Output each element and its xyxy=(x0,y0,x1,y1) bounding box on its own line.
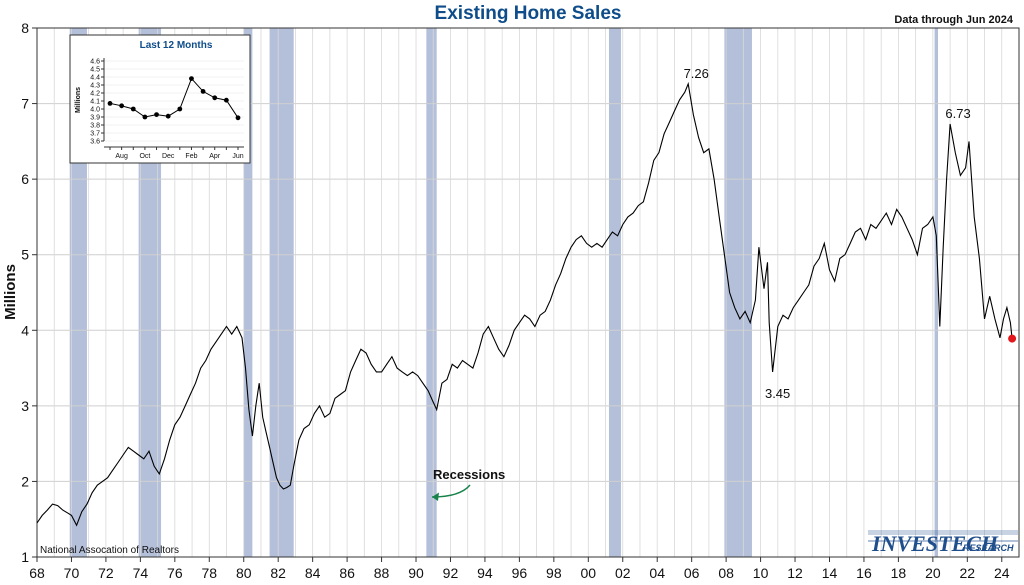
inset-y-tick-label-3.7: 3.7 xyxy=(90,131,100,138)
inset-x-tick-label-Aug: Aug xyxy=(115,153,128,160)
recession-band-5 xyxy=(608,28,622,557)
annotation-label-6.73: 6.73 xyxy=(945,106,970,121)
y-tick-label-4: 4 xyxy=(21,322,29,338)
inset-point-Dec xyxy=(165,113,171,119)
x-tick-label-2004: 04 xyxy=(649,565,665,581)
inset-y-tick-label-3.9: 3.9 xyxy=(90,115,100,122)
y-tick-label-6: 6 xyxy=(21,171,29,187)
x-tick-label-2006: 06 xyxy=(684,565,700,581)
y-axis-label: Millions xyxy=(2,264,19,320)
inset-y-tick-label-3.8: 3.8 xyxy=(90,123,100,130)
inset-point-Apr xyxy=(212,95,218,101)
y-tick-label-8: 8 xyxy=(21,20,29,36)
inset-y-tick-label-4.0: 4.0 xyxy=(90,107,100,114)
recession-band-7 xyxy=(934,28,939,557)
inset-gridlines xyxy=(103,58,244,148)
inset-x-tick-label-Apr: Apr xyxy=(209,153,221,160)
annotation-label-3.45: 3.45 xyxy=(765,386,790,401)
x-tick-label-1972: 72 xyxy=(98,565,114,581)
x-tick-label-1970: 70 xyxy=(64,565,80,581)
x-tick-label-2008: 08 xyxy=(718,565,734,581)
recession-band-6 xyxy=(724,28,752,557)
x-tick-label-1996: 96 xyxy=(512,565,528,581)
inset-point-Aug xyxy=(119,103,125,109)
x-tick-label-1986: 86 xyxy=(339,565,355,581)
chart-subtitle: Data through Jun 2024 xyxy=(894,14,1013,26)
x-tick-label-2016: 16 xyxy=(856,565,872,581)
inset-point-Jul xyxy=(107,101,113,106)
chart-title: Existing Home Sales xyxy=(435,3,622,24)
y-tick-label-1: 1 xyxy=(21,549,29,565)
y-tick-label-5: 5 xyxy=(21,247,29,263)
x-tick-label-2002: 02 xyxy=(615,565,631,581)
inset-y-tick-label-4.4: 4.4 xyxy=(90,75,100,82)
x-tick-label-1978: 78 xyxy=(201,565,217,581)
y-axis-ticks: 1 2 3 4 5 6 7 8 xyxy=(21,20,37,565)
x-tick-label-2018: 18 xyxy=(891,565,907,581)
inset-y-tick-label-4.6: 4.6 xyxy=(90,59,100,66)
inset-point-Mar xyxy=(200,89,206,94)
y-tick-label-7: 7 xyxy=(21,96,29,112)
x-tick-label-1994: 94 xyxy=(477,565,493,581)
x-tick-label-2022: 22 xyxy=(960,565,976,581)
inset-x-tick-label-Jun: Jun xyxy=(232,153,243,160)
inset-x-tick-label-Dec: Dec xyxy=(162,153,175,160)
inset-y-tick-label-4.3: 4.3 xyxy=(90,83,100,90)
x-tick-label-1974: 74 xyxy=(133,565,149,581)
plot-frame xyxy=(36,27,1020,558)
inset-x-axis-ticks: Aug Oct Dec Feb Apr Jun xyxy=(109,147,244,160)
peak-trough-annotations: 7.26 3.45 6.73 xyxy=(684,66,971,401)
recession-band-4 xyxy=(426,28,437,557)
x-tick-label-2024: 24 xyxy=(994,565,1010,581)
inset-point-Nov xyxy=(154,112,159,117)
last-data-point xyxy=(1008,334,1017,343)
x-tick-label-1976: 76 xyxy=(167,565,183,581)
inset-y-tick-label-4.1: 4.1 xyxy=(90,99,100,106)
investech-logo: INVESTECH RESEARCH xyxy=(868,530,1018,556)
source-note: National Assocation of Realtors xyxy=(40,545,179,556)
recession-band-2 xyxy=(243,28,253,557)
inset-x-tick-label-Oct: Oct xyxy=(139,153,150,160)
x-tick-label-2010: 10 xyxy=(753,565,769,581)
x-tick-label-2000: 00 xyxy=(581,565,597,581)
annotation-label-7.26: 7.26 xyxy=(684,66,709,81)
inset-title: Last 12 Months xyxy=(140,40,213,51)
svg-text:RESEARCH: RESEARCH xyxy=(963,543,1014,553)
y-tick-label-3: 3 xyxy=(21,398,29,414)
y-tick-label-2: 2 xyxy=(21,473,29,489)
x-tick-label-2014: 14 xyxy=(822,565,838,581)
recession-band-3 xyxy=(269,28,294,557)
recessions-arrowhead xyxy=(432,492,439,501)
x-tick-label-1984: 84 xyxy=(305,565,321,581)
x-tick-label-1988: 88 xyxy=(374,565,390,581)
inset-point-Oct xyxy=(142,114,148,120)
inset-x-tick-label-Feb: Feb xyxy=(185,153,197,160)
x-tick-label-1990: 90 xyxy=(408,565,424,581)
inset-y-tick-label-3.6: 3.6 xyxy=(90,139,100,146)
x-tick-label-1980: 80 xyxy=(236,565,252,581)
series-line-existing-home-sales xyxy=(36,81,1013,527)
inset-point-Jan xyxy=(177,106,183,112)
inset-y-tick-label-4.2: 4.2 xyxy=(90,91,100,98)
x-tick-label-2012: 12 xyxy=(787,565,803,581)
recessions-label: Recessions xyxy=(433,467,505,482)
x-axis-ticks: 68 70 72 74 76 78 80 82 84 86 88 90 92 94 96 98 00 02 04 06… xyxy=(29,557,1010,581)
svg-text:INVESTECH: INVESTECH xyxy=(871,531,999,556)
inset-point-May xyxy=(223,97,229,103)
x-tick-label-1992: 92 xyxy=(443,565,459,581)
inset-data-points xyxy=(107,76,241,121)
x-tick-label-2020: 20 xyxy=(925,565,941,581)
x-tick-label-1982: 82 xyxy=(270,565,286,581)
inset-y-axis-label: Millions xyxy=(75,87,82,113)
inset-y-tick-label-4.5: 4.5 xyxy=(90,67,100,74)
inset-point-Jun xyxy=(235,115,241,121)
inset-last-12-months: Last 12 Months Millions 4.64.54.44.34.24… xyxy=(69,34,251,164)
inset-point-Feb xyxy=(189,76,194,81)
inset-point-Sep xyxy=(130,106,136,112)
inset-y-axis-ticks: 4.64.54.44.34.24.14.03.93.83.73.6 xyxy=(90,59,104,146)
x-tick-label-1968: 68 xyxy=(29,565,45,581)
x-tick-label-1998: 98 xyxy=(546,565,562,581)
